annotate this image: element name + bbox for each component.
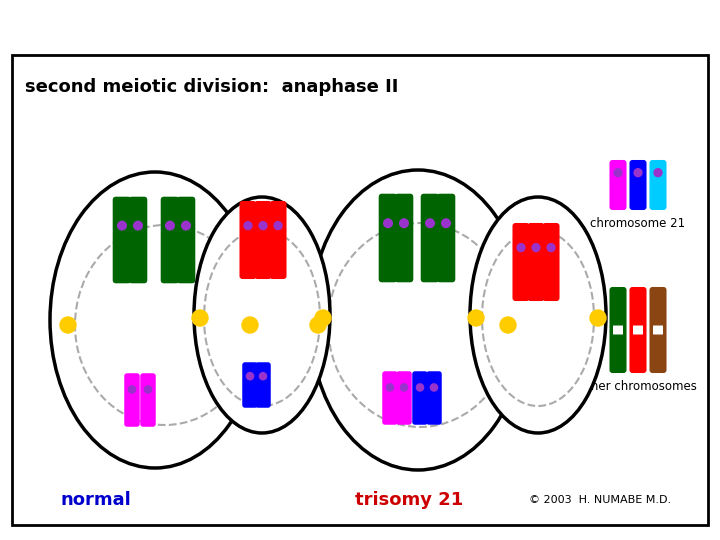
Circle shape	[400, 219, 408, 227]
FancyBboxPatch shape	[420, 194, 439, 282]
FancyBboxPatch shape	[629, 287, 647, 373]
Circle shape	[590, 310, 606, 326]
FancyBboxPatch shape	[129, 197, 148, 284]
FancyBboxPatch shape	[125, 373, 140, 427]
FancyBboxPatch shape	[437, 194, 455, 282]
Circle shape	[145, 386, 152, 393]
Circle shape	[134, 221, 143, 230]
FancyBboxPatch shape	[633, 326, 643, 334]
Circle shape	[547, 244, 555, 252]
FancyBboxPatch shape	[609, 160, 626, 210]
FancyBboxPatch shape	[609, 287, 626, 373]
FancyBboxPatch shape	[649, 287, 667, 373]
FancyBboxPatch shape	[240, 201, 256, 279]
FancyBboxPatch shape	[269, 201, 287, 279]
Circle shape	[242, 317, 258, 333]
FancyBboxPatch shape	[176, 197, 195, 284]
Circle shape	[500, 317, 516, 333]
FancyBboxPatch shape	[629, 160, 647, 210]
FancyBboxPatch shape	[649, 160, 667, 210]
FancyBboxPatch shape	[242, 362, 258, 408]
Circle shape	[60, 317, 76, 333]
FancyBboxPatch shape	[413, 372, 428, 425]
Circle shape	[166, 221, 174, 230]
Circle shape	[654, 168, 662, 177]
Circle shape	[259, 221, 267, 229]
FancyBboxPatch shape	[379, 194, 397, 282]
Text: trisomy 21: trisomy 21	[355, 491, 463, 509]
Ellipse shape	[310, 170, 526, 470]
Circle shape	[634, 168, 642, 177]
FancyBboxPatch shape	[528, 223, 544, 301]
Circle shape	[468, 310, 484, 326]
FancyBboxPatch shape	[382, 372, 397, 425]
FancyBboxPatch shape	[613, 326, 623, 334]
Text: other chromosomes: other chromosomes	[579, 380, 697, 393]
Circle shape	[128, 386, 135, 393]
Text: © 2003  H. NUMABE M.D.: © 2003 H. NUMABE M.D.	[529, 495, 671, 505]
FancyBboxPatch shape	[256, 362, 271, 408]
FancyBboxPatch shape	[140, 373, 156, 427]
Circle shape	[532, 244, 540, 252]
Ellipse shape	[194, 197, 330, 433]
Text: normal: normal	[60, 491, 131, 509]
FancyBboxPatch shape	[395, 194, 413, 282]
Circle shape	[431, 384, 438, 391]
FancyBboxPatch shape	[113, 197, 131, 284]
Circle shape	[117, 221, 126, 230]
Ellipse shape	[470, 197, 606, 433]
Circle shape	[387, 384, 394, 391]
Circle shape	[259, 373, 266, 380]
Circle shape	[310, 317, 326, 333]
Circle shape	[192, 310, 208, 326]
FancyBboxPatch shape	[513, 223, 529, 301]
Circle shape	[274, 221, 282, 229]
Text: second meiotic division:  anaphase II: second meiotic division: anaphase II	[25, 78, 398, 96]
Circle shape	[614, 168, 622, 177]
Circle shape	[181, 221, 190, 230]
Circle shape	[416, 384, 423, 391]
FancyBboxPatch shape	[12, 55, 708, 525]
FancyBboxPatch shape	[161, 197, 179, 284]
Circle shape	[441, 219, 450, 227]
Ellipse shape	[50, 172, 260, 468]
Circle shape	[426, 219, 434, 227]
FancyBboxPatch shape	[542, 223, 559, 301]
Circle shape	[384, 219, 392, 227]
FancyBboxPatch shape	[653, 326, 663, 334]
Circle shape	[315, 310, 331, 326]
Circle shape	[517, 244, 525, 252]
FancyBboxPatch shape	[426, 372, 442, 425]
Circle shape	[400, 384, 408, 391]
Circle shape	[244, 221, 252, 229]
Text: chromosome 21: chromosome 21	[590, 217, 685, 230]
FancyBboxPatch shape	[254, 201, 271, 279]
FancyBboxPatch shape	[396, 372, 412, 425]
Circle shape	[246, 373, 253, 380]
